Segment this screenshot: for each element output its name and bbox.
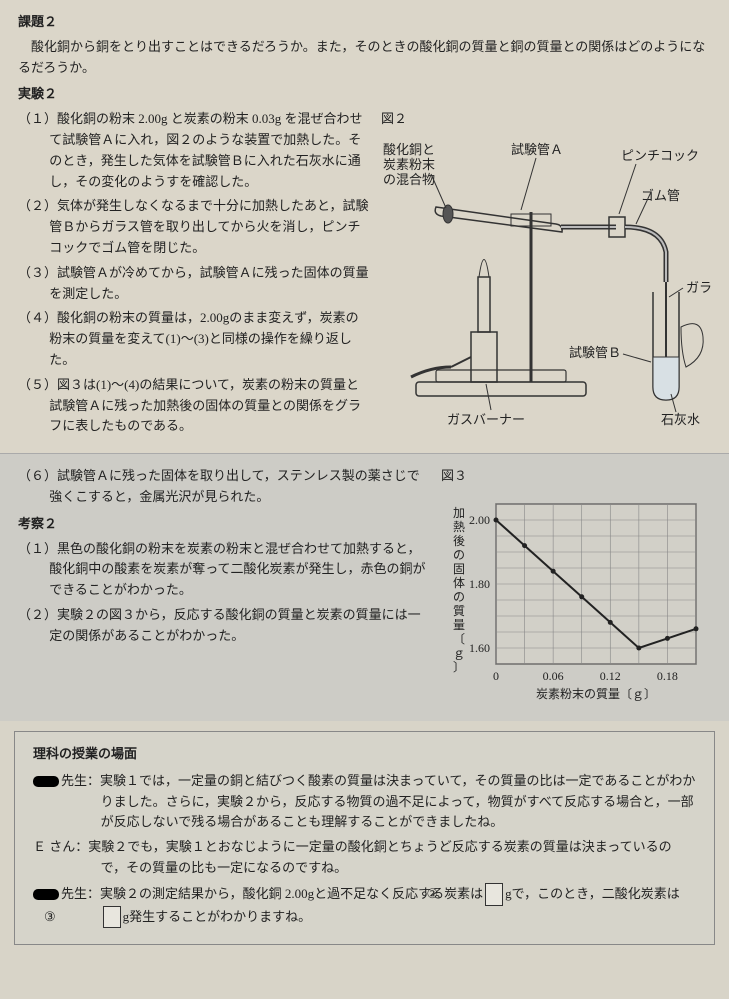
speaker-e: Ｅ さん： — [33, 839, 88, 854]
svg-text:0.06: 0.06 — [543, 669, 564, 683]
svg-text:0.18: 0.18 — [657, 669, 678, 683]
jikken2-item-5: （５）図３は(1)〜(4)の結果について，炭素の粉末の質量と試験管Ａに残った加熱… — [18, 375, 371, 437]
kousatsu2-heading: 考察２ — [18, 514, 431, 535]
jikken2-item-1: （１）酸化銅の粉末 2.00g と炭素の粉末 0.03g を混ぜ合わせて試験管Ａ… — [18, 109, 371, 192]
jikken2-text-col: （１）酸化銅の粉末 2.00g と炭素の粉末 0.03g を混ぜ合わせて試験管Ａ… — [18, 109, 371, 441]
svg-text:炭素粉末: 炭素粉末 — [383, 157, 435, 172]
figure2-col: 図２ 酸化銅と炭素粉末の混合物試験管Ａピンチコックゴム管ガラス管試験管Ｂ石灰水ガ… — [381, 109, 711, 441]
jikken2-item-6: （６）試験管Ａに残った固体を取り出して，ステンレス製の薬さじで強くこすると，金属… — [18, 466, 431, 508]
svg-text:質: 質 — [453, 603, 465, 618]
svg-text:試験管Ａ: 試験管Ａ — [511, 142, 563, 157]
blank-box-2: ② — [485, 883, 503, 906]
svg-text:1.80: 1.80 — [469, 577, 490, 591]
svg-text:体: 体 — [453, 576, 465, 590]
svg-text:石灰水: 石灰水 — [661, 412, 700, 427]
svg-text:炭素粉末の質量〔ｇ〕: 炭素粉末の質量〔ｇ〕 — [536, 686, 656, 701]
dialogue-line-2: Ｅ さん：実験２でも，実験１とおなじように一定量の酸化銅とちょうど反応する炭素の… — [33, 837, 696, 879]
svg-text:熱: 熱 — [453, 520, 465, 534]
svg-text:後: 後 — [453, 534, 465, 548]
dialogue-line-3: 先生：実験２の測定結果から，酸化銅 2.00gと過不足なく反応する炭素は0.15… — [33, 883, 696, 929]
speaker-teacher: 先生： — [61, 886, 100, 901]
svg-text:0: 0 — [493, 669, 499, 683]
svg-text:量: 量 — [453, 618, 465, 632]
jikken2-heading: 実験２ — [18, 84, 711, 105]
kousatsu2-item-2: （２）実験２の図３から，反応する酸化銅の質量と炭素の質量には一定の関係があること… — [18, 605, 431, 647]
redact-icon — [33, 889, 59, 900]
figure2-label: 図２ — [381, 109, 711, 130]
svg-text:ピンチコック: ピンチコック — [621, 148, 699, 163]
svg-text:固: 固 — [453, 562, 465, 576]
kousatsu2-item-1: （１）黒色の酸化銅の粉末を炭素の粉末と混ぜ合わせて加熱すると，酸化銅中の酸素を炭… — [18, 539, 431, 601]
svg-text:酸化銅と: 酸化銅と — [383, 142, 435, 157]
kousatsu-text-col: （６）試験管Ａに残った固体を取り出して，ステンレス製の薬さじで強くこすると，金属… — [18, 466, 431, 709]
svg-text:0.12: 0.12 — [600, 669, 621, 683]
speaker-teacher: 先生： — [61, 773, 100, 788]
svg-text:〔: 〔 — [453, 632, 465, 646]
figure3-svg: 加熱後の固体の質量〔ｇ〕2.001.801.6000.060.120.18炭素粉… — [441, 489, 711, 709]
figure2-svg: 酸化銅と炭素粉末の混合物試験管Ａピンチコックゴム管ガラス管試験管Ｂ石灰水ガスバー… — [381, 132, 711, 432]
redact-icon — [33, 776, 59, 787]
figure3-col: 図３ 加熱後の固体の質量〔ｇ〕2.001.801.6000.060.120.18… — [441, 466, 711, 709]
dialogue-text-2: 実験２でも，実験１とおなじように一定量の酸化銅とちょうど反応する炭素の質量は決ま… — [88, 839, 671, 875]
svg-text:1.60: 1.60 — [469, 641, 490, 655]
jikken2-item-4: （４）酸化銅の粉末の質量は，2.00gのまま変えず，炭素の粉末の質量を変えて(1… — [18, 308, 371, 370]
dialogue-text-1: 実験１では，一定量の銅と結びつく酸素の質量は決まっていて，その質量の比は一定であ… — [100, 773, 695, 830]
svg-text:の: の — [453, 548, 465, 562]
jikken2-item-2: （２）気体が発生しなくなるまで十分に加熱したあと，試験管Ｂからガラス管を取り出し… — [18, 196, 371, 258]
dialogue-pre: 実験２の測定結果から，酸化銅 2.00gと過不足なく反応する炭素は — [100, 886, 483, 901]
svg-text:ｇ: ｇ — [453, 646, 465, 660]
dialogue-mid: gで，このとき，二酸化炭素は — [505, 886, 680, 901]
dialogue-post: g発生することがわかりますね。 — [123, 909, 312, 924]
svg-text:ガラス管: ガラス管 — [686, 280, 711, 295]
svg-text:試験管Ｂ: 試験管Ｂ — [569, 345, 621, 360]
section-kadai2: 課題２ 酸化銅から銅をとり出すことはできるだろうか。また，そのときの酸化銅の質量… — [0, 0, 729, 453]
section-dialogue: 理科の授業の場面 先生：実験１では，一定量の銅と結びつく酸素の質量は決まっていて… — [14, 731, 715, 945]
kadai2-text: 酸化銅から銅をとり出すことはできるだろうか。また，そのときの酸化銅の質量と銅の質… — [18, 37, 711, 79]
dialogue-line-1: 先生：実験１では，一定量の銅と結びつく酸素の質量は決まっていて，その質量の比は一… — [33, 771, 696, 833]
figure3-label: 図３ — [441, 466, 711, 487]
svg-text:の: の — [453, 590, 465, 604]
blank-box-3: ③ — [103, 906, 121, 929]
svg-text:ガスバーナー: ガスバーナー — [447, 412, 525, 427]
kousatsu-row: （６）試験管Ａに残った固体を取り出して，ステンレス製の薬さじで強くこすると，金属… — [18, 466, 711, 709]
svg-text:加: 加 — [453, 506, 465, 520]
svg-text:の混合物: の混合物 — [383, 172, 435, 187]
kadai2-heading: 課題２ — [18, 12, 711, 33]
jikken2-item-3: （３）試験管Ａが冷めてから，試験管Ａに残った固体の質量を測定した。 — [18, 263, 371, 305]
section-kousatsu2: （６）試験管Ａに残った固体を取り出して，ステンレス製の薬さじで強くこすると，金属… — [0, 453, 729, 721]
svg-text:2.00: 2.00 — [469, 513, 490, 527]
dialogue-title: 理科の授業の場面 — [33, 744, 696, 765]
jikken2-row: （１）酸化銅の粉末 2.00g と炭素の粉末 0.03g を混ぜ合わせて試験管Ａ… — [18, 109, 711, 441]
svg-text:〕: 〕 — [453, 660, 465, 674]
